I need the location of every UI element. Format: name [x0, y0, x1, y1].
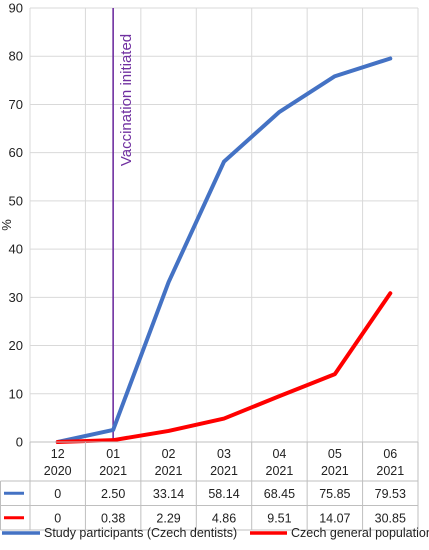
- y-tick-label: 0: [16, 435, 23, 450]
- data-label: 30.85: [375, 511, 406, 525]
- x-tick-year: 2020: [44, 464, 72, 478]
- data-label: 79.53: [375, 487, 406, 501]
- data-label: 68.45: [264, 487, 295, 501]
- y-tick-label: 40: [9, 242, 23, 257]
- x-tick-month: 12: [51, 447, 65, 461]
- x-tick-month: 05: [328, 447, 342, 461]
- data-label: 33.14: [153, 487, 184, 501]
- data-label: 2.29: [156, 511, 180, 525]
- y-axis-label: %: [0, 219, 14, 231]
- y-tick-label: 70: [9, 97, 23, 112]
- series-layer: [55, 56, 393, 444]
- data-label: 9.51: [267, 511, 291, 525]
- data-label: 58.14: [208, 487, 239, 501]
- legend: Study participants (Czech dentists) Czech…: [2, 526, 429, 540]
- series-line-study-participants: [55, 56, 393, 444]
- x-tick-year: 2021: [99, 464, 127, 478]
- series-line-general-population: [55, 291, 393, 444]
- data-label: 0: [54, 487, 61, 501]
- x-tick-month: 02: [162, 447, 176, 461]
- x-tick-year: 2021: [266, 464, 294, 478]
- data-label: 2.50: [101, 487, 125, 501]
- gridlines: [29, 7, 419, 442]
- x-tick-month: 06: [383, 447, 397, 461]
- y-tick-label: 60: [9, 145, 23, 160]
- data-label: 0.38: [101, 511, 125, 525]
- annotation-layer: Vaccination initiated: [112, 8, 135, 442]
- data-label: 75.85: [319, 487, 350, 501]
- y-tick-label: 10: [9, 386, 23, 401]
- legend-label-general-population: Czech general population: [291, 526, 429, 540]
- x-tick-month: 04: [272, 447, 286, 461]
- x-tick-year: 2021: [376, 464, 404, 478]
- x-tick-month: 01: [106, 447, 120, 461]
- x-tick-month: 03: [217, 447, 231, 461]
- legend-label-study-participants: Study participants (Czech dentists): [44, 526, 237, 540]
- data-label: 14.07: [319, 511, 350, 525]
- y-tick-label: 50: [9, 193, 23, 208]
- data-label: 0: [54, 511, 61, 525]
- x-tick-year: 2021: [155, 464, 183, 478]
- y-tick-label: 30: [9, 290, 23, 305]
- y-tick-label: 80: [9, 49, 23, 64]
- data-label: 4.86: [212, 511, 236, 525]
- x-tick-year: 2021: [321, 464, 349, 478]
- y-tick-label: 20: [9, 338, 23, 353]
- x-tick-year: 2021: [210, 464, 238, 478]
- data-table: 12 2020 01 2021 02 2021 03 2021 04 2021 05 2021 06 20…: [0, 441, 419, 531]
- vaccination-annotation-label: Vaccination initiated: [118, 34, 135, 166]
- axes: 0 10 20 30 40 50 60 70 80 90%: [0, 1, 23, 450]
- y-tick-label: 90: [9, 1, 23, 16]
